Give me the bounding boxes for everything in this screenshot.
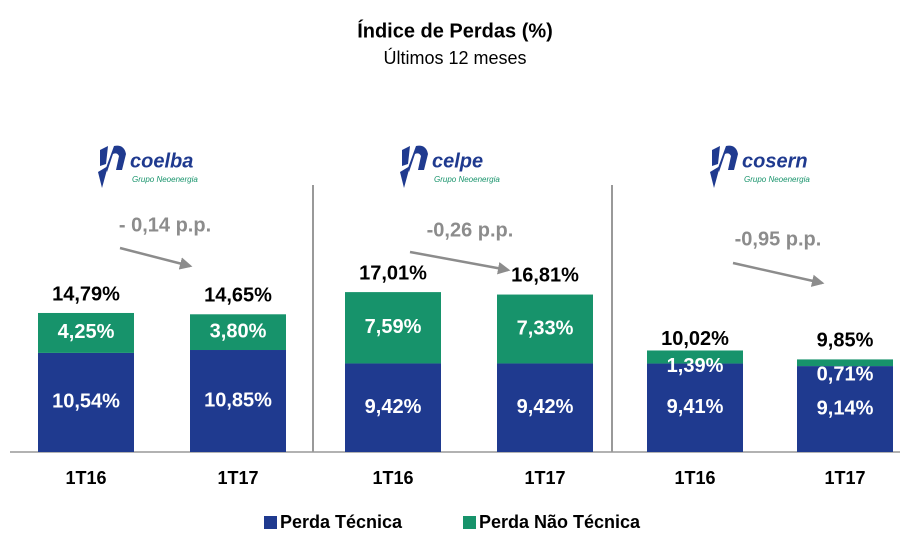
- bar-segment: [797, 366, 893, 452]
- logo-icon: [98, 166, 108, 188]
- value-label: 9,42%: [365, 396, 422, 418]
- value-label: 4,25%: [58, 321, 115, 343]
- value-label: 9,41%: [667, 396, 724, 418]
- total-label: 10,02%: [661, 328, 729, 350]
- x-tick-label: 1T17: [524, 468, 565, 488]
- logo-icon: [712, 145, 738, 172]
- legend-swatch: [463, 516, 476, 529]
- bar-segment: [345, 292, 441, 364]
- logo-icon: [710, 166, 720, 188]
- annotation-arrow: [119, 246, 193, 270]
- chart-subtitle: Últimos 12 meses: [383, 47, 526, 68]
- logo-subtitle: Grupo Neoenergia: [744, 175, 810, 184]
- legend-label: Perda Técnica: [280, 512, 403, 532]
- value-label: 10,54%: [52, 391, 120, 413]
- annotation: - 0,14 p.p.: [119, 214, 211, 236]
- logo-subtitle: Grupo Neoenergia: [132, 175, 198, 184]
- total-label: 16,81%: [511, 264, 579, 286]
- annotation-arrow: [409, 250, 511, 275]
- total-label: 14,65%: [204, 285, 272, 307]
- annotation: -0,26 p.p.: [427, 219, 514, 241]
- chart-title: Índice de Perdas (%): [357, 19, 553, 42]
- annotation: -0,95 p.p.: [735, 228, 822, 250]
- total-label: 9,85%: [817, 330, 874, 352]
- bar-segment: [190, 314, 286, 351]
- bar-segment: [38, 352, 134, 452]
- value-label: 0,71%: [817, 364, 874, 386]
- bar-segment: [647, 350, 743, 364]
- logo-name: celpe: [432, 150, 483, 172]
- value-label: 10,85%: [204, 389, 272, 411]
- logo-icon: [100, 145, 126, 172]
- value-label: 7,33%: [517, 317, 574, 339]
- total-label: 14,79%: [52, 283, 120, 305]
- value-label: 3,80%: [210, 320, 267, 342]
- bar-segment: [497, 294, 593, 364]
- total-label: 17,01%: [359, 262, 427, 284]
- bar-segment: [647, 363, 743, 452]
- logo-name: cosern: [742, 150, 808, 172]
- bar-segment: [345, 363, 441, 452]
- value-label: 9,42%: [517, 396, 574, 418]
- logo-icon: [402, 145, 428, 172]
- value-label: 1,39%: [667, 355, 724, 377]
- logo-icon: [400, 166, 410, 188]
- value-label: 7,59%: [365, 316, 422, 338]
- logo-subtitle: Grupo Neoenergia: [434, 175, 500, 184]
- x-tick-label: 1T16: [372, 468, 413, 488]
- logo-name: coelba: [130, 150, 193, 172]
- bar-segment: [190, 350, 286, 452]
- x-tick-label: 1T16: [674, 468, 715, 488]
- x-tick-label: 1T17: [824, 468, 865, 488]
- bar-segment: [497, 363, 593, 452]
- x-tick-label: 1T16: [65, 468, 106, 488]
- legend-label: Perda Não Técnica: [479, 512, 641, 532]
- value-label: 9,14%: [817, 397, 874, 419]
- bar-segment: [38, 312, 134, 353]
- annotation-arrow: [732, 261, 825, 287]
- x-tick-label: 1T17: [217, 468, 258, 488]
- bar-segment: [797, 359, 893, 367]
- legend-swatch: [264, 516, 277, 529]
